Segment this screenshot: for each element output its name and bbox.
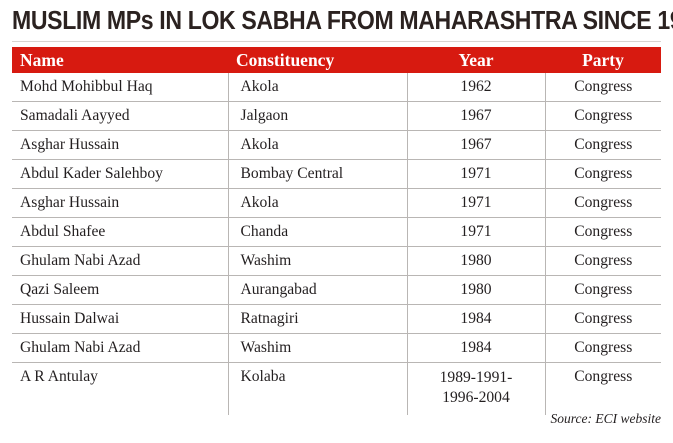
cell-year: 1984 — [407, 333, 546, 363]
cell-name: Abdul Kader Salehboy — [12, 159, 229, 189]
cell-year: 1980 — [407, 246, 546, 276]
table-header-row: Name Constituency Year Party — [12, 47, 661, 73]
column-header-party: Party — [545, 47, 661, 73]
column-header-constituency: Constituency — [228, 47, 407, 73]
cell-constituency: Jalgaon — [228, 101, 408, 131]
cell-constituency: Aurangabad — [228, 275, 408, 305]
cell-year: 1980 — [407, 275, 546, 305]
table-row: A R Antulay Kolaba 1989-1991- 1996-2004 Cong… — [12, 362, 661, 415]
cell-constituency: Washim — [228, 246, 408, 276]
table-row: Samadali Aayyed Jalgaon 1967 Congress — [12, 101, 661, 131]
table-row: Ghulam Nabi Azad Washim 1984 Congress — [12, 333, 661, 363]
cell-party: Congress — [545, 246, 661, 276]
cell-constituency: Ratnagiri — [228, 304, 408, 334]
cell-party: Congress — [545, 73, 661, 102]
cell-constituency: Washim — [228, 333, 408, 363]
cell-year: 1967 — [407, 101, 546, 131]
cell-party: Congress — [545, 217, 661, 247]
cell-year: 1984 — [407, 304, 546, 334]
cell-constituency: Bombay Central — [228, 159, 408, 189]
cell-constituency: Akola — [228, 188, 408, 218]
table-header: Name Constituency Year Party — [12, 47, 661, 73]
cell-party: Congress — [545, 159, 661, 189]
cell-year: 1971 — [407, 188, 546, 218]
cell-year: 1967 — [407, 130, 546, 160]
cell-party: Congress — [545, 101, 661, 131]
cell-year: 1989-1991- 1996-2004 — [407, 362, 546, 415]
cell-name: Asghar Hussain — [12, 188, 229, 218]
cell-constituency: Akola — [228, 73, 408, 102]
cell-name: Ghulam Nabi Azad — [12, 333, 229, 363]
cell-party: Congress — [574, 368, 633, 385]
page-title: MUSLIM MPs IN LOK SABHA FROM MAHARASHTRA… — [12, 6, 673, 35]
cell-party: Congress — [545, 333, 661, 363]
cell-party: Congress — [545, 188, 661, 218]
table-row: Abdul Kader Salehboy Bombay Central 1971 Co… — [12, 159, 661, 189]
cell-constituency: Kolaba — [228, 362, 408, 415]
cell-party: Congress — [545, 275, 661, 305]
cell-name: Mohd Mohibbul Haq — [12, 73, 229, 102]
source-attribution: Source: ECI website — [550, 411, 661, 426]
cell-name: Abdul Shafee — [12, 217, 229, 247]
cell-constituency: Chanda — [228, 217, 408, 247]
cell-name: Samadali Aayyed — [12, 101, 229, 131]
page-title-container: MUSLIM MPs IN LOK SABHA FROM MAHARASHTRA… — [12, 4, 673, 38]
cell-constituency: Akola — [228, 130, 408, 160]
cell-year: 1971 — [407, 217, 546, 247]
table-row: Abdul Shafee Chanda 1971 Congress — [12, 217, 661, 247]
column-header-year: Year — [407, 47, 545, 73]
table-row: Asghar Hussain Akola 1967 Congress — [12, 130, 661, 160]
cell-year: 1962 — [407, 73, 546, 102]
table-row: Qazi Saleem Aurangabad 1980 Congress — [12, 275, 661, 305]
cell-party: Congress — [545, 130, 661, 160]
cell-name: Hussain Dalwai — [12, 304, 229, 334]
column-header-name: Name — [12, 47, 228, 73]
table-row: Mohd Mohibbul Haq Akola 1962 Congress — [12, 73, 661, 102]
table-row: Asghar Hussain Akola 1971 Congress — [12, 188, 661, 218]
table-body: Mohd Mohibbul Haq Akola 1962 Congress Samada… — [12, 73, 661, 415]
cell-name: Asghar Hussain — [12, 130, 229, 160]
muslim-mps-table: Name Constituency Year Party Mohd Mohibb… — [12, 47, 661, 415]
cell-name: Qazi Saleem — [12, 275, 229, 305]
cell-party: Congress — [545, 304, 661, 334]
table-row: Ghulam Nabi Azad Washim 1980 Congress — [12, 246, 661, 276]
cell-year: 1971 — [407, 159, 546, 189]
cell-name: Ghulam Nabi Azad — [12, 246, 229, 276]
title-divider — [12, 41, 661, 42]
cell-name: A R Antulay — [12, 362, 229, 415]
table-row: Hussain Dalwai Ratnagiri 1984 Congress — [12, 304, 661, 334]
